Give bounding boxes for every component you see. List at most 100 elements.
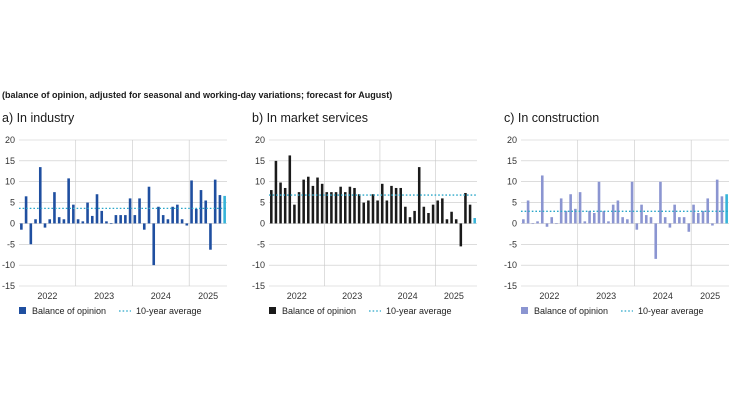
- x-tick-label: 2022: [287, 291, 307, 301]
- bar: [34, 219, 37, 224]
- y-tick-label: 20: [507, 135, 517, 145]
- bar: [706, 198, 710, 224]
- bar: [330, 192, 333, 224]
- bar: [616, 200, 620, 224]
- bar: [218, 195, 222, 224]
- y-tick-label: 10: [507, 177, 517, 187]
- bar: [454, 219, 458, 224]
- bar: [380, 183, 384, 224]
- bar: [399, 187, 402, 224]
- y-tick-label: -15: [2, 281, 15, 291]
- bar: [109, 223, 113, 225]
- x-tick-label: 2023: [596, 291, 616, 301]
- bar: [147, 186, 151, 224]
- bar: [316, 177, 319, 224]
- bar: [76, 219, 80, 224]
- bar: [204, 200, 208, 224]
- bar: [540, 175, 544, 224]
- bar: [157, 206, 160, 224]
- bar: [621, 217, 624, 224]
- bar: [270, 190, 273, 224]
- bar: [142, 223, 146, 230]
- bar: [692, 204, 695, 224]
- bar: [659, 181, 662, 224]
- bar: [180, 219, 184, 224]
- bar: [441, 198, 444, 224]
- bar: [531, 223, 535, 225]
- legend-label-balance: Balance of opinion: [282, 306, 356, 316]
- bar: [320, 183, 324, 224]
- bar: [649, 217, 653, 224]
- y-tick-label: 15: [507, 156, 517, 166]
- legend-label-average: 10-year average: [638, 306, 704, 316]
- y-tick-label: 0: [260, 218, 265, 228]
- bar: [190, 180, 193, 224]
- y-tick-label: 10: [5, 177, 15, 187]
- bar: [166, 219, 170, 224]
- y-tick-label: 5: [512, 198, 517, 208]
- bar: [459, 223, 463, 247]
- bar: [105, 221, 108, 224]
- bar: [176, 204, 179, 224]
- x-tick-label: 2024: [398, 291, 418, 301]
- bar: [161, 215, 165, 224]
- y-tick-label: -15: [252, 281, 265, 291]
- bar: [20, 223, 23, 230]
- forecast-bar: [223, 195, 226, 224]
- x-tick-label: 2022: [539, 291, 559, 301]
- bar: [362, 202, 366, 224]
- x-tick-label: 2025: [700, 291, 720, 301]
- y-tick-label: 15: [5, 156, 15, 166]
- y-tick-label: 20: [5, 135, 15, 145]
- y-tick-label: 15: [255, 156, 265, 166]
- bar: [701, 210, 705, 224]
- bar: [124, 215, 127, 224]
- bar: [522, 219, 525, 224]
- bar: [654, 223, 658, 259]
- bar: [334, 192, 338, 224]
- panel-industry: a) In industry -15 -10 -5 0 5 10 15 20 2022 2023 20…: [2, 111, 227, 316]
- bar: [417, 167, 421, 224]
- y-tick-label: 5: [260, 198, 265, 208]
- bar: [431, 204, 435, 224]
- bar: [436, 200, 439, 224]
- bar: [57, 217, 61, 224]
- bar: [720, 196, 724, 224]
- bar: [564, 210, 568, 224]
- bar: [53, 192, 56, 224]
- bar: [569, 194, 572, 224]
- y-tick-label: 10: [255, 177, 265, 187]
- bar: [450, 211, 453, 224]
- bar: [711, 223, 714, 226]
- bar: [185, 223, 189, 226]
- bar: [274, 160, 278, 224]
- bar: [574, 208, 577, 224]
- bar: [311, 185, 315, 224]
- bar: [194, 208, 198, 224]
- y-tick-label: 0: [10, 218, 15, 228]
- bar: [611, 204, 615, 224]
- bar: [38, 167, 42, 224]
- bar: [209, 223, 212, 250]
- bar: [29, 223, 33, 245]
- bar: [445, 219, 449, 224]
- bar: [640, 204, 643, 224]
- bar: [635, 223, 639, 230]
- bar: [390, 185, 393, 224]
- bar: [578, 192, 582, 224]
- y-tick-label: -10: [2, 260, 15, 270]
- x-tick-label: 2025: [444, 291, 464, 301]
- bar: [408, 217, 412, 224]
- bar: [715, 179, 719, 224]
- panel-title-construction: c) In construction: [504, 111, 599, 125]
- bar: [348, 186, 352, 224]
- x-tick-label: 2023: [342, 291, 362, 301]
- bar: [48, 219, 52, 224]
- bar: [81, 221, 85, 224]
- bar: [673, 204, 676, 224]
- bar: [371, 194, 375, 224]
- bar: [404, 206, 407, 224]
- bar: [95, 194, 99, 224]
- bar: [171, 206, 174, 224]
